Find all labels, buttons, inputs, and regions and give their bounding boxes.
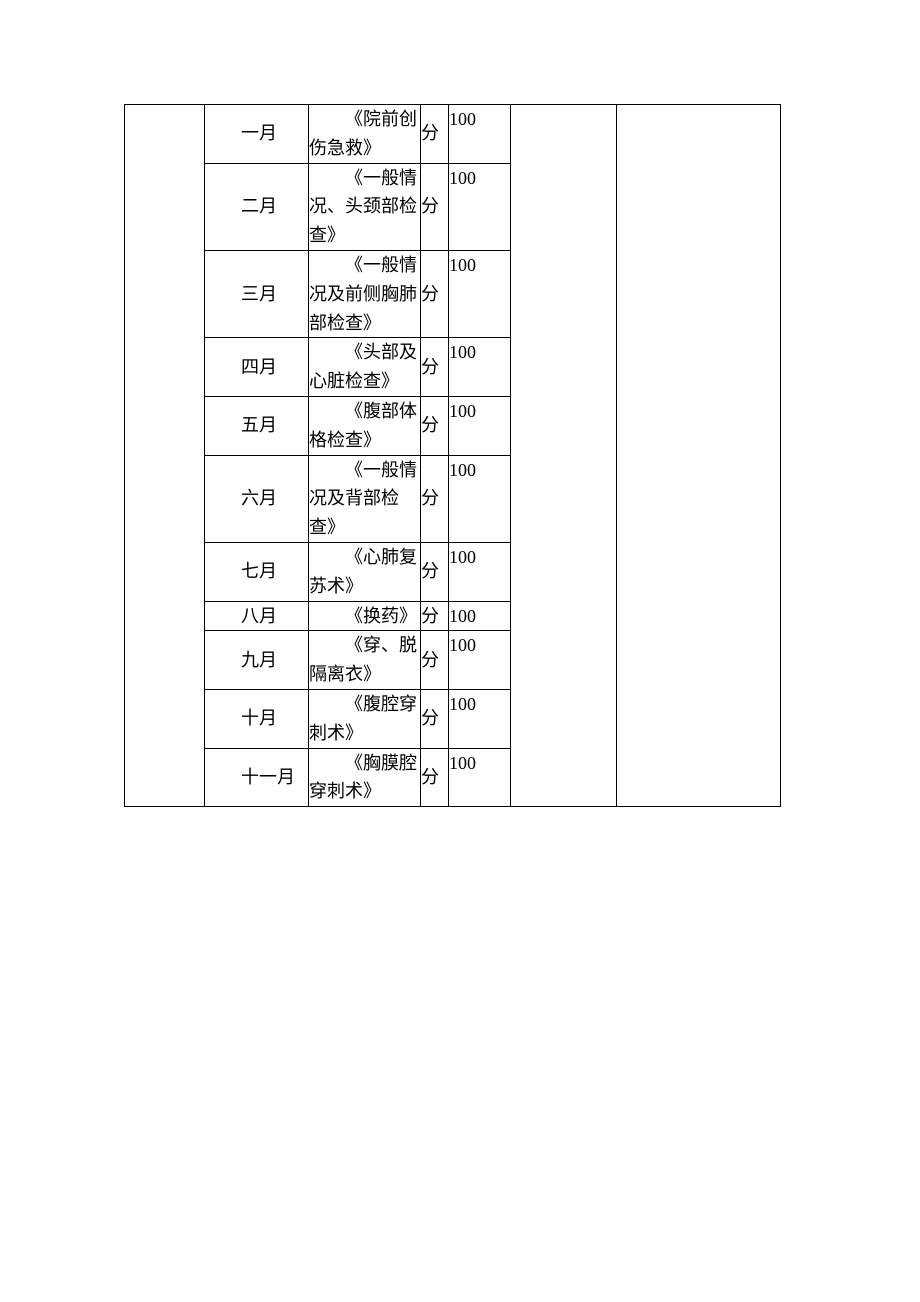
score-cell: 100	[449, 455, 511, 542]
score-cell: 100	[449, 601, 511, 631]
month-cell: 六月	[205, 455, 309, 542]
month-cell: 九月	[205, 631, 309, 690]
topic-cell: 《腹腔穿刺术》	[309, 689, 421, 748]
score-cell: 100	[449, 542, 511, 601]
score-unit-cell: 分	[421, 338, 449, 397]
topic-cell: 《腹部体格检查》	[309, 396, 421, 455]
right-span-cell-1	[511, 105, 617, 807]
score-unit-cell: 分	[421, 396, 449, 455]
topic-cell: 《穿、脱隔离衣》	[309, 631, 421, 690]
month-cell: 十月	[205, 689, 309, 748]
topic-cell: 《心肺复苏术》	[309, 542, 421, 601]
score-cell: 100	[449, 631, 511, 690]
score-cell: 100	[449, 396, 511, 455]
month-cell: 八月	[205, 601, 309, 631]
score-unit-cell: 分	[421, 250, 449, 337]
score-cell: 100	[449, 748, 511, 807]
topic-cell: 《胸膜腔穿刺术》	[309, 748, 421, 807]
left-span-cell	[125, 105, 205, 807]
score-unit-cell: 分	[421, 631, 449, 690]
score-cell: 100	[449, 250, 511, 337]
table-body: 一月 《院前创伤急救》 分 100 二月 《一般情况、头颈部检查》 分 100 …	[125, 105, 781, 807]
month-cell: 三月	[205, 250, 309, 337]
schedule-table: 一月 《院前创伤急救》 分 100 二月 《一般情况、头颈部检查》 分 100 …	[124, 104, 781, 807]
table-row: 一月 《院前创伤急救》 分 100	[125, 105, 781, 164]
score-cell: 100	[449, 105, 511, 164]
month-cell: 一月	[205, 105, 309, 164]
month-cell: 四月	[205, 338, 309, 397]
topic-cell: 《院前创伤急救》	[309, 105, 421, 164]
topic-cell: 《头部及心脏检查》	[309, 338, 421, 397]
score-unit-cell: 分	[421, 105, 449, 164]
topic-cell: 《一般情况及前侧胸肺部检查》	[309, 250, 421, 337]
score-unit-cell: 分	[421, 601, 449, 631]
month-cell: 二月	[205, 163, 309, 250]
score-unit-cell: 分	[421, 163, 449, 250]
topic-cell: 《一般情况及背部检查》	[309, 455, 421, 542]
month-cell: 十一月	[205, 748, 309, 807]
score-unit-cell: 分	[421, 455, 449, 542]
right-span-cell-2	[617, 105, 781, 807]
topic-cell: 《换药》	[309, 601, 421, 631]
month-cell: 五月	[205, 396, 309, 455]
score-cell: 100	[449, 163, 511, 250]
score-unit-cell: 分	[421, 542, 449, 601]
score-cell: 100	[449, 338, 511, 397]
score-cell: 100	[449, 689, 511, 748]
score-unit-cell: 分	[421, 689, 449, 748]
month-cell: 七月	[205, 542, 309, 601]
topic-cell: 《一般情况、头颈部检查》	[309, 163, 421, 250]
score-unit-cell: 分	[421, 748, 449, 807]
